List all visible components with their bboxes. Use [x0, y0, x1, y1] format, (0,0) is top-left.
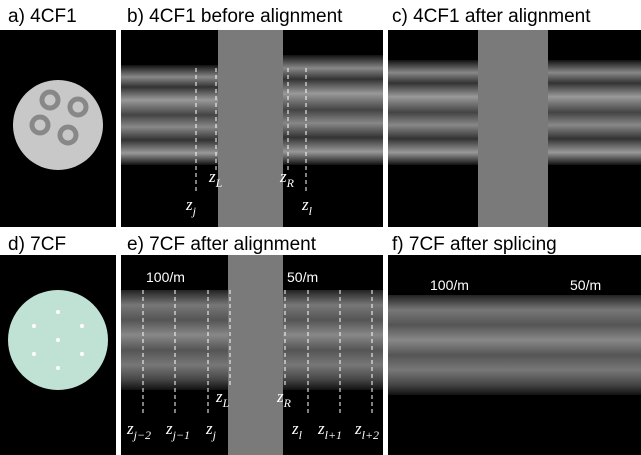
annotation-subscript: R: [286, 176, 295, 190]
annotation-subscript: l+2: [362, 428, 379, 442]
panel-label: c) 4CF1 after alignment: [392, 6, 591, 27]
pitch-label: 50/m: [570, 277, 601, 293]
annotation-subscript: j−1: [171, 428, 190, 442]
panel-label: d) 7CF: [8, 234, 66, 255]
annotation-subscript: L: [215, 176, 223, 190]
annotation-subscript: l+1: [325, 428, 342, 442]
annotation-subscript: R: [283, 396, 292, 410]
panel-label: e) 7CF after alignment: [127, 234, 317, 255]
pitch-label: 100/m: [430, 277, 469, 293]
panel-label: f) 7CF after splicing: [392, 234, 557, 255]
panel-label: b) 4CF1 before alignment: [127, 6, 343, 27]
figure: a) 4CF1b) 4CF1 before alignmentzLzRzjzlc…: [0, 0, 641, 455]
pitch-label: 100/m: [146, 269, 185, 285]
panel-label: a) 4CF1: [8, 6, 77, 27]
pitch-label: 50/m: [287, 269, 318, 285]
annotation-subscript: j−2: [132, 428, 151, 442]
annotation-subscript: L: [222, 396, 230, 410]
